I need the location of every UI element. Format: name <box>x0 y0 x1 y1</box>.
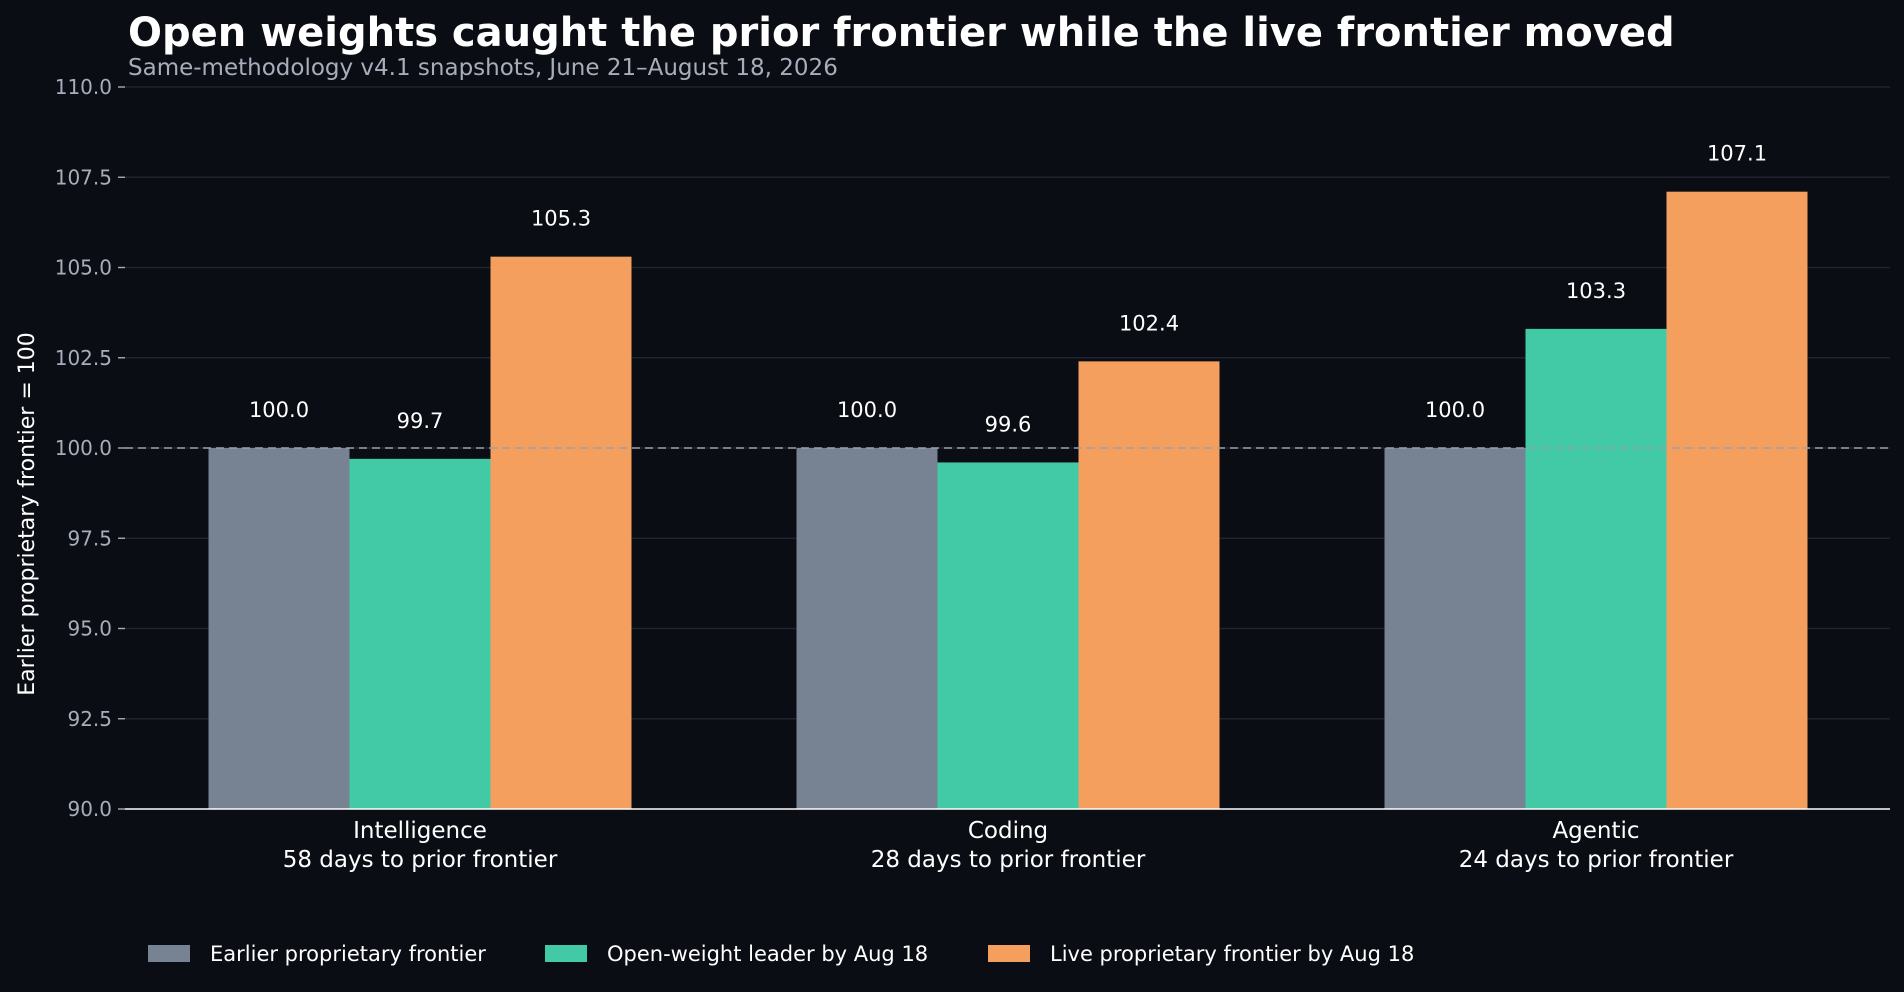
data-label: 102.4 <box>1119 311 1179 335</box>
bar <box>796 448 938 809</box>
category-sublabel: 24 days to prior frontier <box>1459 847 1734 873</box>
legend-swatch <box>988 945 1030 962</box>
bar <box>1078 361 1220 809</box>
data-label: 100.0 <box>249 398 309 422</box>
legend-label: Open-weight leader by Aug 18 <box>607 942 928 966</box>
category-sublabel: 58 days to prior frontier <box>283 847 558 873</box>
y-axis: 90.0 92.5 95.0 97.5 100.0 102.5 105.0 107.5 110.… <box>55 75 125 821</box>
legend-label: Earlier proprietary frontier <box>210 942 486 966</box>
legend: Earlier proprietary frontier Open-weight … <box>148 942 1414 966</box>
chart-subtitle: Same-methodology v4.1 snapshots, June 21… <box>128 55 838 81</box>
legend-label: Live proprietary frontier by Aug 18 <box>1050 942 1414 966</box>
legend-swatch <box>148 945 190 962</box>
chart-title: Open weights caught the prior frontier w… <box>128 10 1675 56</box>
bar <box>1384 448 1526 809</box>
x-axis-categories: Intelligence 58 days to prior frontier Cod… <box>283 818 1734 873</box>
bar <box>1666 191 1808 809</box>
y-tick-label: 102.5 <box>55 346 112 370</box>
bar <box>349 458 491 809</box>
category-label: Agentic <box>1552 818 1639 844</box>
bars <box>208 191 1808 809</box>
bar <box>490 256 632 809</box>
data-label: 105.3 <box>531 207 591 231</box>
bar <box>937 462 1079 809</box>
bar <box>208 448 350 809</box>
bar <box>1525 328 1667 809</box>
data-label: 99.7 <box>397 409 444 433</box>
y-tick-label: 107.5 <box>55 165 112 189</box>
legend-swatch <box>545 945 587 962</box>
y-tick-label: 110.0 <box>55 75 112 99</box>
data-label: 107.1 <box>1707 142 1767 166</box>
y-tick-label: 95.0 <box>67 617 112 641</box>
category-sublabel: 28 days to prior frontier <box>871 847 1146 873</box>
y-tick-label: 100.0 <box>55 436 112 460</box>
y-tick-label: 92.5 <box>67 707 112 731</box>
y-tick-label: 97.5 <box>67 526 112 550</box>
data-labels: 100.0 99.7 105.3 100.0 99.6 102.4 100.0 103.3 10… <box>249 142 1767 437</box>
data-label: 103.3 <box>1566 279 1626 303</box>
category-label: Intelligence <box>353 818 487 844</box>
category-label: Coding <box>968 818 1048 844</box>
y-tick-label: 90.0 <box>67 797 112 821</box>
data-label: 99.6 <box>985 412 1032 436</box>
y-tick-label: 105.0 <box>55 256 112 280</box>
data-label: 100.0 <box>837 398 897 422</box>
y-axis-label: Earlier proprietary frontier = 100 <box>15 332 40 695</box>
data-label: 100.0 <box>1425 398 1485 422</box>
